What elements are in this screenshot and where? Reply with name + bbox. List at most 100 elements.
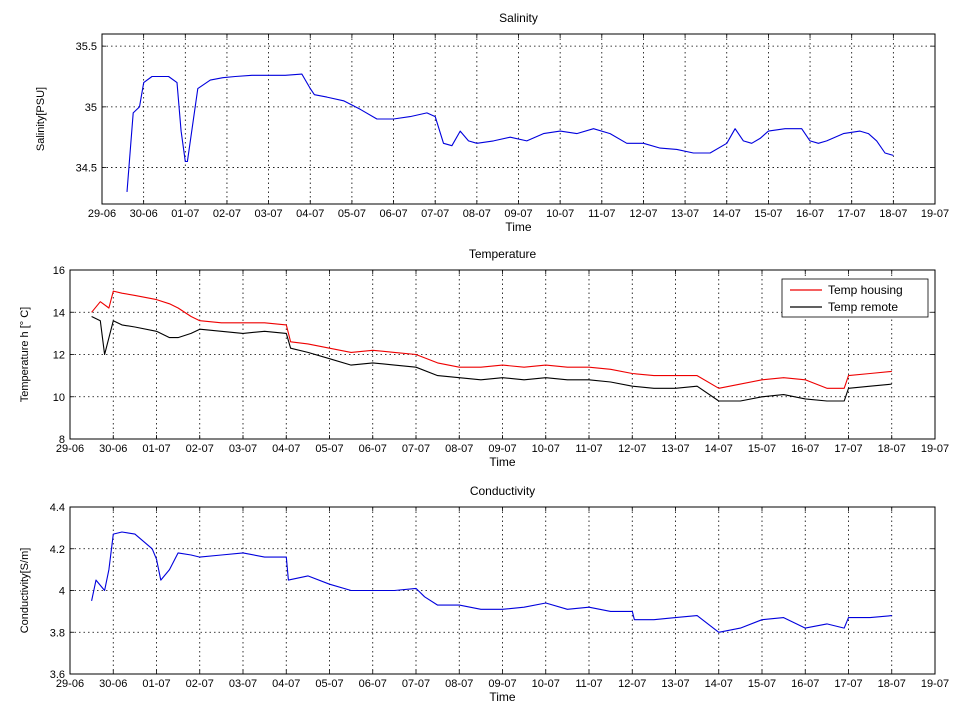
- x-tick-label: 30-06: [130, 208, 158, 220]
- chart-title: Temperature: [469, 247, 537, 261]
- x-tick-label: 01-07: [142, 678, 170, 690]
- y-tick-label: 3.8: [50, 627, 65, 639]
- x-tick-label: 07-07: [421, 208, 449, 220]
- x-tick-label: 12-07: [629, 208, 657, 220]
- y-tick-label: 12: [53, 350, 65, 362]
- legend-label: Temp housing: [828, 283, 903, 297]
- x-tick-label: 09-07: [488, 443, 516, 455]
- y-axis-label: Conductivity[S/m]: [19, 548, 31, 634]
- chart-panel-2: Temperature 29-06 30-06 01-07 02-07 03-07 04-0…: [19, 247, 949, 469]
- chart-title: Conductivity: [470, 484, 535, 498]
- x-tick-label: 09-07: [488, 678, 516, 690]
- x-tick-label: 10-07: [546, 208, 574, 220]
- x-tick-label: 12-07: [618, 443, 646, 455]
- x-axis-label: Time: [489, 455, 516, 469]
- series-line-1: [91, 531, 892, 633]
- x-tick-label: 13-07: [661, 678, 689, 690]
- x-tick-label: 05-07: [315, 678, 343, 690]
- x-tick-label: 02-07: [186, 443, 214, 455]
- y-axis-label: Temperature h [° C]: [19, 307, 31, 403]
- y-tick-label: 34.5: [76, 163, 97, 175]
- chart-title: Salinity: [499, 11, 538, 25]
- x-tick-label: 13-07: [661, 443, 689, 455]
- x-tick-label: 03-07: [255, 208, 283, 220]
- x-tick-label: 18-07: [878, 443, 906, 455]
- x-tick-label: 04-07: [296, 208, 324, 220]
- x-tick-label: 30-06: [99, 443, 127, 455]
- x-tick-label: 11-07: [575, 443, 602, 455]
- x-tick-label: 03-07: [229, 678, 257, 690]
- x-tick-label: 10-07: [532, 678, 560, 690]
- x-tick-label: 16-07: [791, 443, 819, 455]
- y-tick-label: 4.4: [50, 502, 65, 514]
- y-tick-label: 14: [53, 307, 65, 319]
- x-tick-label: 09-07: [504, 208, 532, 220]
- x-tick-label: 04-07: [272, 678, 300, 690]
- x-tick-label: 29-06: [56, 443, 84, 455]
- y-tick-label: 16: [53, 265, 65, 277]
- x-tick-label: 02-07: [213, 208, 241, 220]
- x-tick-label: 15-07: [754, 208, 782, 220]
- x-tick-label: 18-07: [878, 678, 906, 690]
- legend-label: Temp remote: [828, 300, 898, 314]
- legend-box: [781, 278, 929, 318]
- axes-frame: [69, 506, 936, 675]
- x-tick-label: 12-07: [618, 678, 646, 690]
- y-axis-label: Salinity[PSU]: [35, 87, 47, 151]
- x-tick-label: 07-07: [402, 678, 430, 690]
- x-tick-label: 11-07: [575, 678, 602, 690]
- x-axis-label: Time: [505, 220, 532, 234]
- y-tick-label: 4: [59, 586, 65, 598]
- x-tick-label: 02-07: [186, 678, 214, 690]
- x-tick-label: 29-06: [88, 208, 116, 220]
- series-line-2: [91, 316, 892, 402]
- x-tick-label: 11-07: [588, 208, 615, 220]
- x-tick-label: 14-07: [705, 443, 733, 455]
- x-tick-label: 14-07: [713, 208, 741, 220]
- y-tick-label: 3.6: [50, 669, 65, 681]
- chart-panel-1: Salinity 29-06 30-06 01-07 02-07 03-07 04-07 05…: [35, 11, 949, 234]
- x-tick-label: 06-07: [359, 678, 387, 690]
- x-tick-label: 06-07: [359, 443, 387, 455]
- x-tick-label: 17-07: [834, 443, 862, 455]
- x-tick-label: 06-07: [379, 208, 407, 220]
- x-tick-label: 08-07: [445, 678, 473, 690]
- x-tick-label: 29-06: [56, 678, 84, 690]
- x-tick-label: 14-07: [705, 678, 733, 690]
- x-tick-label: 17-07: [834, 678, 862, 690]
- y-tick-label: 4.2: [50, 544, 65, 556]
- y-tick-label: 8: [59, 434, 65, 446]
- x-tick-label: 16-07: [796, 208, 824, 220]
- x-tick-label: 05-07: [315, 443, 343, 455]
- x-tick-label: 05-07: [338, 208, 366, 220]
- y-tick-label: 35.5: [76, 41, 97, 53]
- x-tick-label: 08-07: [445, 443, 473, 455]
- series-line-1: [126, 73, 894, 192]
- x-tick-label: 15-07: [748, 678, 776, 690]
- x-tick-label: 19-07: [921, 443, 949, 455]
- x-tick-label: 10-07: [532, 443, 560, 455]
- y-tick-label: 35: [85, 102, 97, 114]
- x-tick-label: 04-07: [272, 443, 300, 455]
- x-tick-label: 30-06: [99, 678, 127, 690]
- x-tick-label: 01-07: [171, 208, 199, 220]
- x-tick-label: 13-07: [671, 208, 699, 220]
- x-tick-label: 18-07: [879, 208, 907, 220]
- series-line-1: [91, 290, 892, 389]
- x-tick-label: 19-07: [921, 208, 949, 220]
- axes-frame: [101, 33, 936, 205]
- x-tick-label: 08-07: [463, 208, 491, 220]
- x-tick-label: 07-07: [402, 443, 430, 455]
- x-axis-label: Time: [489, 690, 516, 704]
- axes-frame: [69, 269, 936, 440]
- x-tick-label: 03-07: [229, 443, 257, 455]
- chart-panel-3: Conductivity 29-06 30-06 01-07 02-07 03-07 04-…: [19, 484, 949, 704]
- x-tick-label: 16-07: [791, 678, 819, 690]
- x-tick-label: 19-07: [921, 678, 949, 690]
- x-tick-label: 15-07: [748, 443, 776, 455]
- x-tick-label: 17-07: [838, 208, 866, 220]
- legend: Temp housing Temp remote: [781, 278, 929, 318]
- x-tick-label: 01-07: [142, 443, 170, 455]
- y-tick-label: 10: [53, 392, 65, 404]
